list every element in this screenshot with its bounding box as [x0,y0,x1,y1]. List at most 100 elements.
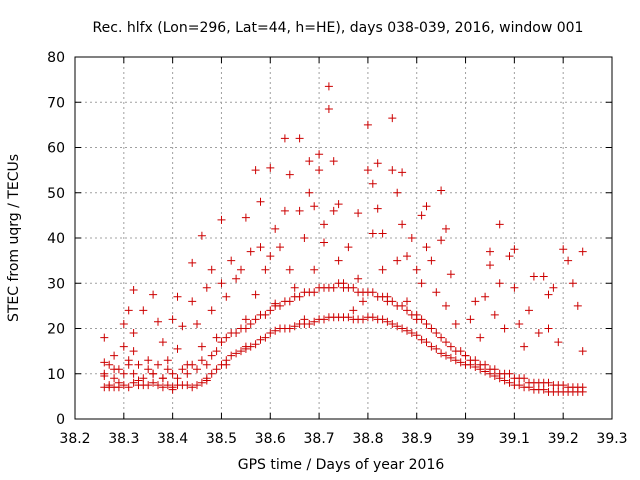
x-tick-label: 38.5 [206,431,237,447]
data-point [500,324,509,333]
data-point [549,283,558,292]
data-point [251,340,260,349]
y-tick-label: 30 [47,276,65,292]
data-point [207,369,216,378]
data-point [280,206,289,215]
data-point [168,383,177,392]
data-point [349,283,358,292]
data-point [246,247,255,256]
data-point [163,356,172,365]
data-point [320,238,328,247]
data-point [202,283,211,292]
x-tick-label: 38.4 [157,431,188,447]
data-point [495,220,504,229]
data-point [486,247,494,256]
data-point [334,200,343,209]
data-point [471,356,480,365]
data-point [334,256,343,265]
data-point [461,351,470,360]
data-point [241,315,250,324]
data-point [114,383,123,392]
data-point [324,82,333,91]
data-point [188,383,197,392]
data-point [544,324,553,333]
data-point [119,342,128,351]
data-point [188,360,197,369]
data-point [207,265,216,274]
data-point [388,320,397,328]
data-point [393,256,402,265]
data-point [363,166,372,175]
axes: 38.2 38.3 38.4 38.5 38.6 38.7 38.8 38.9 39 39.1 39… [47,50,627,447]
data-point [266,163,275,172]
data-point [168,369,177,378]
data-point [368,288,377,297]
data-point [544,378,553,387]
data-point [417,279,426,288]
data-point [158,383,167,392]
chart-title: Rec. hlfx (Lon=296, Lat=44, h=HE), days … [93,20,584,36]
data-point [354,274,363,283]
data-point [359,297,367,306]
data-point [295,134,304,143]
data-point [295,292,304,301]
data-point [227,351,236,360]
data-point [368,313,377,322]
data-point [422,243,431,252]
data-point [368,179,377,188]
data-point [578,247,587,256]
data-point [134,360,143,369]
data-point [124,306,133,315]
data-point [261,310,270,319]
data-point [481,367,490,376]
data-point [388,297,397,306]
data-point [154,381,162,390]
data-point [305,188,314,197]
data-point [427,342,436,351]
data-point [290,283,299,292]
data-point [222,333,231,342]
data-point [490,310,499,319]
data-point [529,272,538,281]
data-point [393,322,402,331]
data-point [422,202,431,211]
data-point [427,256,436,265]
data-point [124,383,133,392]
data-point [515,320,524,328]
data-point [383,317,392,326]
data-point [124,356,133,365]
data-point [129,369,138,378]
data-point [183,381,192,390]
data-point [276,243,284,252]
data-point [398,220,407,229]
data-point [188,297,197,306]
data-point [241,344,250,353]
data-point [505,369,514,378]
data-point [373,159,382,168]
data-point [217,360,226,369]
data-point [149,290,158,299]
data-point [373,204,382,213]
data-point [422,338,431,347]
data-point [510,245,519,254]
data-point [232,274,241,283]
data-point [476,333,485,342]
data-point [207,306,216,315]
data-point [237,265,245,274]
data-point [173,292,182,301]
data-point [193,365,201,374]
data-point [246,320,255,328]
data-point [100,369,109,378]
data-point [212,365,221,374]
data-point [163,381,172,390]
data-point [403,252,411,261]
data-point [354,209,363,218]
y-axis-label: STEC from uqrg / TECUs [6,154,22,322]
data-point [515,381,524,390]
data-point [276,301,284,310]
data-point [310,265,319,274]
data-point [256,243,265,252]
data-point [256,335,265,344]
data-point [193,320,201,328]
